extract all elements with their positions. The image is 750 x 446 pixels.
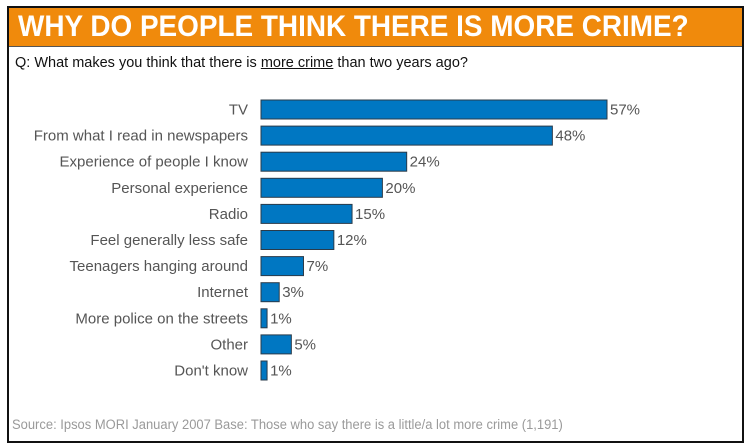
bar [260,99,608,120]
header-banner: WHY DO PEOPLE THINK THERE IS MORE CRIME? [9,8,742,47]
value-label: 7% [306,258,328,275]
value-label: 12% [337,232,367,249]
bar [260,334,292,355]
category-label: Other [210,336,248,353]
question-prefix: Q: What makes you think that there is [15,55,261,71]
question-emphasis: more crime [260,55,334,71]
chart-frame: WHY DO PEOPLE THINK THERE IS MORE CRIME?… [7,6,744,443]
bar [260,256,304,277]
bar [260,230,335,250]
value-label: 1% [270,363,292,380]
survey-question: Q: What makes you think that there is mo… [15,55,468,71]
category-label: Personal experience [111,180,248,197]
value-label: 48% [555,128,585,145]
category-label: Radio [209,206,248,223]
bar [260,203,353,224]
bar [260,125,553,146]
source-footnote: Source: Ipsos MORI January 2007 Base: Th… [12,417,563,432]
category-label: TV [229,102,248,119]
bar [260,308,268,329]
value-label: 57% [610,102,640,119]
bar [260,177,383,198]
bar [260,282,280,303]
value-label: 15% [355,206,385,223]
category-label: More police on the streets [75,310,248,327]
category-label: Don't know [174,363,248,380]
category-label: Experience of people I know [60,154,249,171]
value-label: 24% [410,154,440,171]
bar [260,360,268,381]
value-label: 20% [385,180,415,197]
value-label: 3% [282,284,304,301]
value-label: 1% [270,310,292,327]
category-label: Teenagers hanging around [70,258,248,275]
category-label: Internet [197,284,249,301]
question-suffix: than two years ago? [333,55,468,71]
value-label: 5% [294,336,316,353]
category-label: From what I read in newspapers [34,128,248,145]
chart-title: WHY DO PEOPLE THINK THERE IS MORE CRIME? [18,10,689,43]
category-label: Feel generally less safe [90,232,248,249]
bar [260,151,408,172]
